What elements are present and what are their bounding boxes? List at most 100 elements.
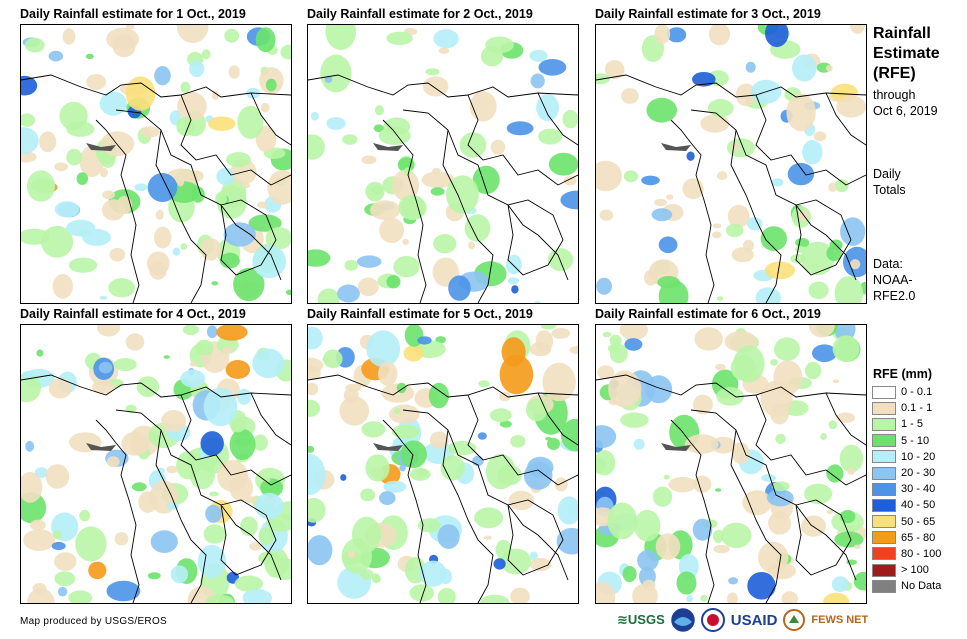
rain-cell [822, 592, 850, 603]
rain-cell [654, 25, 671, 44]
no-data-strip [661, 443, 691, 451]
rain-cell [252, 245, 287, 279]
rain-cell [106, 456, 120, 468]
through-line-2: Oct 6, 2019 [873, 104, 938, 118]
rain-cell [808, 281, 829, 300]
rain-cell [712, 231, 722, 239]
rain-cell [820, 433, 827, 440]
rain-cell [147, 572, 161, 580]
legend-label: 40 - 50 [901, 499, 936, 512]
rain-cell [438, 47, 450, 54]
rain-cell [125, 333, 145, 351]
legend-item: 5 - 10 [872, 433, 962, 449]
side-title: Rainfall Estimate (RFE) [873, 24, 940, 84]
rain-cell [836, 95, 866, 118]
rain-cell [215, 192, 228, 206]
map-credit: Map produced by USGS/EROS [20, 616, 168, 627]
rain-cell [530, 73, 545, 89]
rain-cell [150, 530, 178, 553]
rain-cell [853, 544, 862, 549]
rain-cell [534, 301, 541, 303]
rain-cell [715, 363, 726, 371]
rain-cell [802, 139, 823, 165]
rain-cell [166, 465, 178, 474]
rain-cell [378, 361, 398, 386]
rain-cell [379, 217, 404, 243]
country-border [21, 374, 291, 398]
rain-cell [728, 577, 739, 585]
legend-item: 0 - 0.1 [872, 384, 962, 400]
rainfall-map-5 [307, 324, 579, 604]
rain-cell [191, 186, 205, 203]
rain-cell [536, 94, 559, 122]
legend-swatch [872, 466, 896, 480]
rain-cell [200, 238, 222, 261]
rainfall-map-1 [20, 24, 292, 304]
legend-item: 1 - 5 [872, 416, 962, 432]
rain-cell [693, 475, 712, 493]
rain-cell [234, 575, 263, 592]
rain-cell [224, 28, 240, 43]
rain-cell [409, 584, 434, 602]
country-border [382, 419, 427, 603]
rain-cell [344, 259, 358, 271]
rain-cell [177, 177, 185, 187]
rain-cell [21, 373, 41, 403]
rain-cell [223, 222, 256, 247]
country-border [537, 92, 578, 146]
rain-cell [535, 330, 554, 353]
rain-cell [402, 238, 409, 245]
rain-cell [317, 288, 340, 303]
rain-cell [106, 580, 141, 602]
rain-cell [787, 162, 815, 186]
legend-swatch [872, 563, 896, 577]
rain-cell [666, 194, 674, 201]
rain-cell [596, 450, 616, 476]
daily-totals: Daily Totals [873, 166, 906, 198]
rain-cell [68, 590, 93, 603]
fews-logo-icon [783, 609, 806, 631]
rain-cell [154, 66, 171, 86]
rain-cell [257, 201, 268, 209]
rain-cell [826, 245, 842, 261]
rain-cell [361, 155, 377, 165]
rain-cell [308, 249, 331, 267]
country-border [95, 119, 140, 303]
rain-cell [260, 478, 284, 498]
rain-cell [366, 330, 401, 368]
rain-cell [219, 252, 240, 269]
rain-cell [437, 524, 460, 549]
rain-cell [712, 223, 722, 229]
rain-cell [23, 529, 56, 551]
country-border [95, 419, 140, 603]
through-date: through Oct 6, 2019 [873, 87, 938, 119]
rain-cell [308, 399, 321, 417]
rain-cell [713, 544, 730, 554]
rain-cell [633, 438, 645, 450]
rain-cell [828, 420, 838, 430]
rain-cell [66, 121, 95, 137]
rain-cell [57, 586, 68, 597]
rain-cell [840, 217, 866, 246]
rain-cell [48, 50, 64, 62]
legend: 0 - 0.1 0.1 - 1 1 - 5 5 - 10 10 - 20 20 - 30 3… [872, 384, 962, 594]
rain-cell [760, 226, 787, 252]
rain-cell [538, 59, 567, 76]
rain-cell [770, 359, 778, 366]
rain-cell [489, 408, 512, 423]
rain-cell [30, 519, 46, 531]
rain-cell [237, 105, 264, 139]
rain-cell [52, 530, 62, 540]
rain-cell [203, 524, 226, 544]
country-border [507, 499, 564, 576]
rain-cell [469, 91, 497, 122]
rain-cell [795, 245, 806, 253]
no-data-strip [86, 143, 116, 151]
rain-cell [102, 199, 125, 221]
rain-cell [510, 587, 530, 603]
rainfall-map-6 [595, 324, 867, 604]
side-title-line-3: (RFE) [873, 65, 916, 82]
rain-cell [370, 185, 383, 196]
rain-cell [195, 339, 214, 356]
rain-cell [189, 170, 204, 182]
